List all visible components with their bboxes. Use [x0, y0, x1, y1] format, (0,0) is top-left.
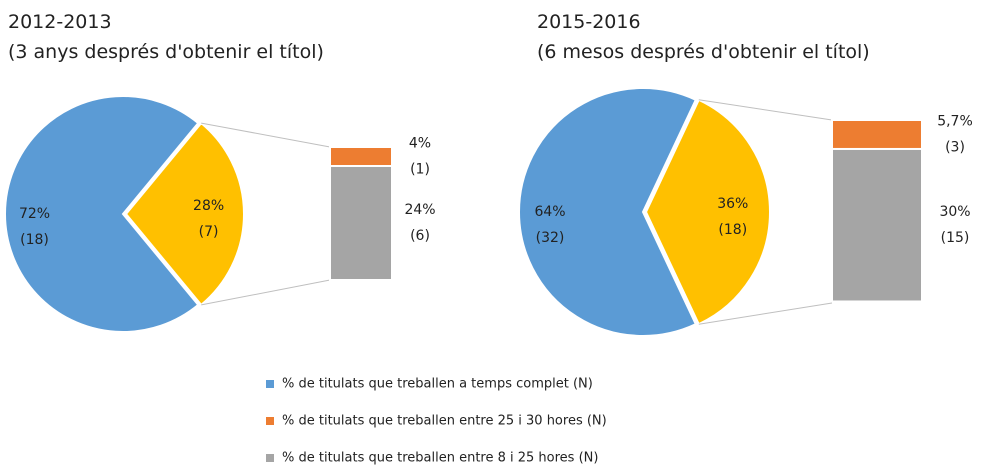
bar-segment	[831, 147, 923, 303]
data-label: (7)	[199, 224, 219, 240]
connector	[201, 279, 331, 306]
chart-title: 2015-2016	[537, 11, 641, 33]
chart-subtitle: (6 mesos després d'obtenir el títol)	[537, 41, 870, 63]
data-label: (1)	[410, 162, 430, 178]
data-label: 36%	[717, 196, 748, 212]
data-label: 28%	[193, 198, 224, 214]
connector	[698, 99, 833, 121]
data-label: 64%	[534, 204, 565, 220]
data-label: 4%	[409, 136, 431, 152]
legend-swatch	[266, 380, 274, 388]
chart-title: 2012-2013	[8, 11, 112, 33]
chart-subtitle: (3 anys després d'obtenir el títol)	[8, 41, 324, 63]
pie-slice	[124, 121, 245, 307]
legend-label: % de titulats que treballen entre 8 i 25…	[282, 451, 598, 466]
data-label: (18)	[718, 222, 747, 238]
data-label: (18)	[20, 232, 49, 248]
data-label: (32)	[536, 230, 565, 246]
pie-slice	[644, 98, 771, 326]
data-label: 24%	[404, 202, 435, 218]
data-label: 72%	[19, 206, 50, 222]
bar-segment	[329, 146, 393, 167]
connector	[201, 122, 331, 148]
legend-swatch	[266, 454, 274, 462]
data-label: (3)	[945, 139, 965, 155]
bar-segment	[831, 119, 923, 150]
bar-segment	[329, 165, 393, 281]
legend-label: % de titulats que treballen entre 25 i 3…	[282, 414, 607, 429]
data-label: 5,7%	[937, 113, 973, 129]
legend-swatch	[266, 417, 274, 425]
pie-slice	[518, 87, 698, 337]
data-label: 30%	[939, 204, 970, 220]
connector	[698, 302, 833, 325]
pie-slice	[4, 95, 200, 333]
data-label: (15)	[941, 230, 970, 246]
legend-label: % de titulats que treballen a temps comp…	[282, 377, 593, 392]
data-label: (6)	[410, 228, 430, 244]
